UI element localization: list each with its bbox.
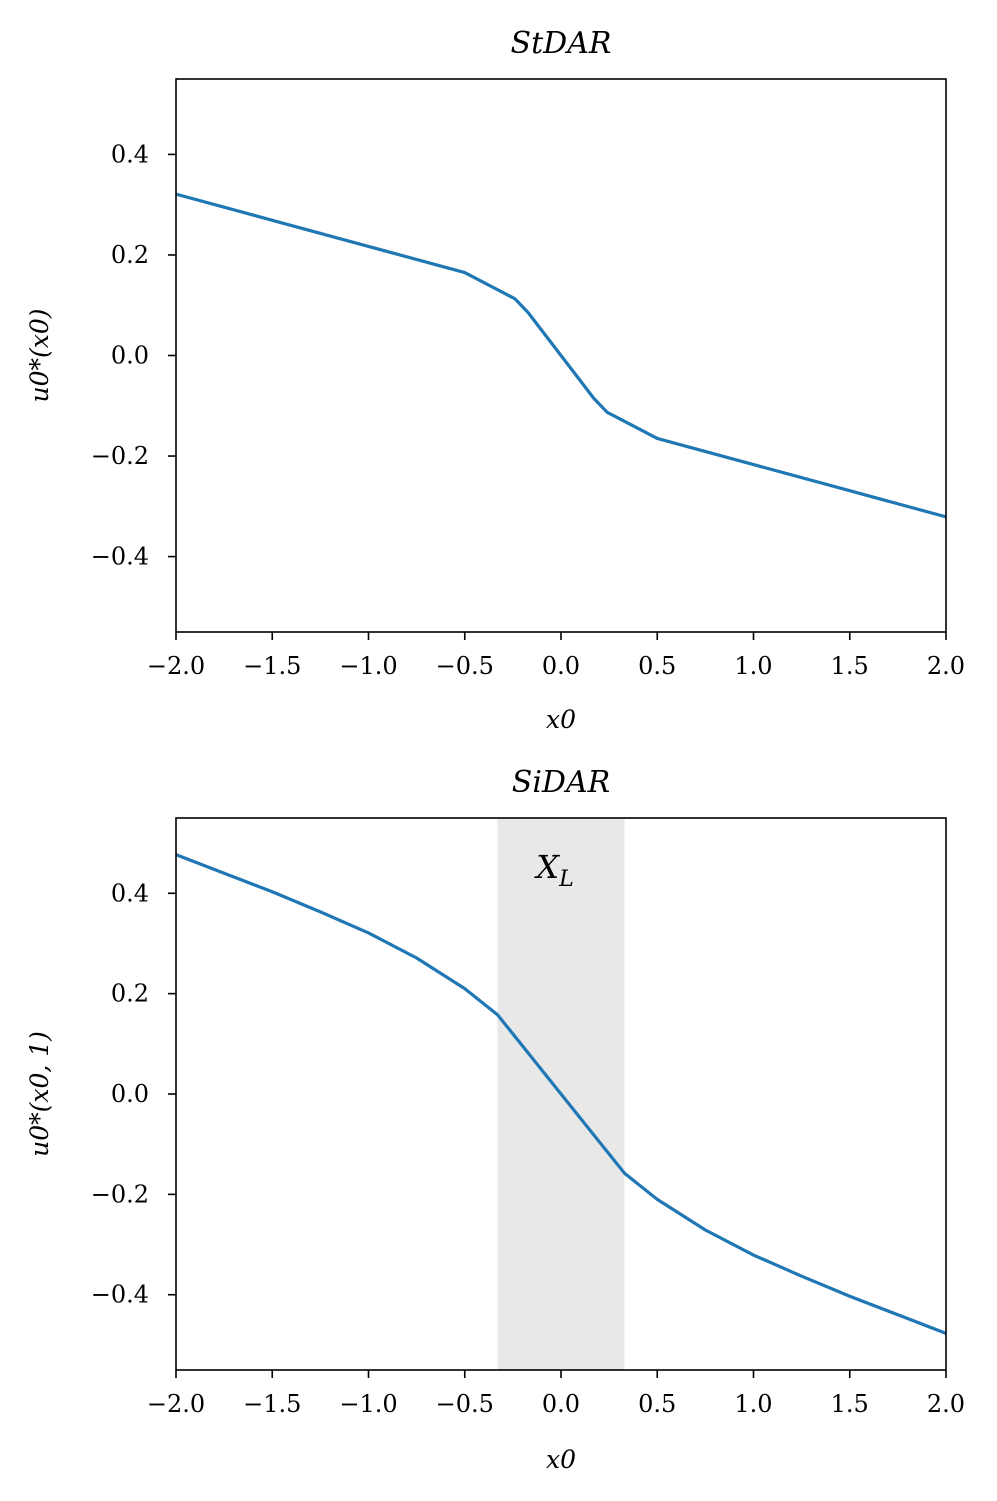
x-tick-label: 0.0 xyxy=(542,1390,580,1418)
x-axis-label: x0 xyxy=(546,1445,576,1474)
x-tick-label: −0.5 xyxy=(436,652,494,680)
subplot-stdar: −2.0 −1.5 −1.0 −0.5 0.0 0.5 1.0 1.5 2.0 0.4 0.2 0.0… xyxy=(25,26,965,734)
y-tick-label: 0.0 xyxy=(111,342,149,370)
x-tick-label: −1.5 xyxy=(243,652,301,680)
subplot-sidar: XL −2.0 −1.5 −1.0 −0.5 0.0 0.5 1.0 1.5 2.0 0.4 0.2 0… xyxy=(25,765,965,1474)
y-tick-label: 0.0 xyxy=(111,1080,149,1108)
series-line xyxy=(176,192,946,519)
x-tick-label: 0.0 xyxy=(542,652,580,680)
x-tick-label: 0.5 xyxy=(638,1390,676,1418)
y-tick-label: 0.4 xyxy=(111,140,149,168)
x-tick-label: 1.0 xyxy=(734,652,772,680)
y-tick-label: 0.2 xyxy=(111,241,149,269)
y-tick-label: −0.4 xyxy=(91,543,149,571)
plot-title: SiDAR xyxy=(512,765,610,800)
y-tick-label: 0.4 xyxy=(111,879,149,907)
x-tick-label: −2.0 xyxy=(147,652,205,680)
region-label-main: X xyxy=(533,848,560,886)
x-tick-label: 1.0 xyxy=(734,1390,772,1418)
x-tick-label: 1.5 xyxy=(831,1390,869,1418)
y-axis-label: u0*(x0, 1) xyxy=(25,1031,54,1157)
y-tick-label: 0.2 xyxy=(111,980,149,1008)
y-tick-label: −0.2 xyxy=(91,1180,149,1208)
region-label-sub: L xyxy=(558,867,574,892)
x-tick-label: 2.0 xyxy=(927,1390,965,1418)
x-tick-label: 2.0 xyxy=(927,652,965,680)
x-tick-label: 1.5 xyxy=(831,652,869,680)
series-line xyxy=(176,853,946,1335)
x-tick-label: −0.5 xyxy=(436,1390,494,1418)
y-tick-label: −0.2 xyxy=(91,442,149,470)
x-tick-label: −1.5 xyxy=(243,1390,301,1418)
x-tick-label: −1.0 xyxy=(339,652,397,680)
x-tick-label: −1.0 xyxy=(339,1390,397,1418)
plot-title: StDAR xyxy=(511,26,612,61)
x-axis-label: x0 xyxy=(546,705,576,734)
y-tick-label: −0.4 xyxy=(91,1281,149,1309)
region-label-xl: XL xyxy=(533,848,573,892)
y-axis-label: u0*(x0) xyxy=(25,308,54,402)
x-tick-label: −2.0 xyxy=(147,1390,205,1418)
x-tick-label: 0.5 xyxy=(638,652,676,680)
